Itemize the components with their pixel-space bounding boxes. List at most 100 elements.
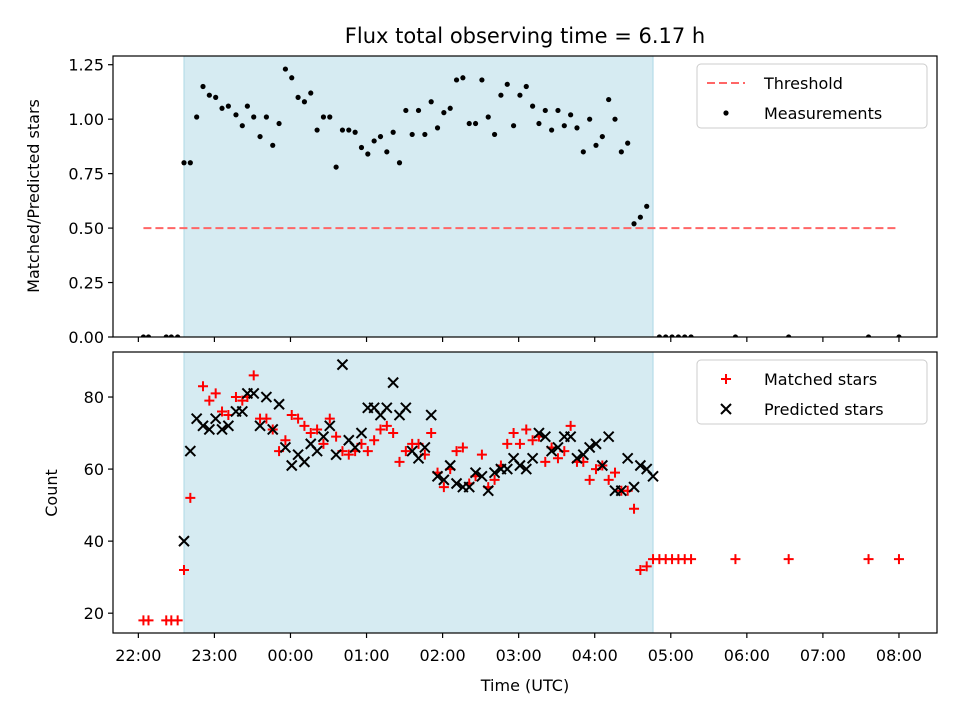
predicted-stars-point [425,409,437,421]
matched-stars-point [217,406,228,417]
measurements-point [786,334,792,337]
matched-stars-point [521,424,532,435]
measurements-point [384,149,390,155]
x-tick-label: 01:00 [343,646,389,665]
matched-stars-point [381,420,392,431]
matched-stars-point [185,492,196,503]
top-legend-box [696,63,928,129]
measurements-point [308,90,314,96]
measurements-point [163,334,169,337]
measurements-point [270,142,276,148]
predicted-stars-point [349,441,361,454]
matched-stars-point [293,413,304,424]
matched-stars-point [261,413,272,424]
predicted-stars-point [400,402,412,414]
measurements-point [896,334,902,337]
top-panel: 0.00 0.25 0.50 0.75 1.00 1.25 Threshold Measure… [68,55,938,347]
bottom-y-tick-label: 20 [84,604,104,623]
measurements-point [168,334,174,337]
predicted-stars-point [444,459,456,472]
matched-stars-point [584,474,595,485]
measurements-point [415,107,422,114]
matched-stars-point [394,456,405,467]
measurements-point [140,334,147,337]
measurements-point [479,77,485,83]
bottom-y-axis-label: Count [42,469,61,517]
measurements-point [233,112,239,118]
measurements-point [213,94,219,100]
predicted-stars-point [450,477,463,490]
measurements-point [403,107,409,114]
measurements-point [656,334,662,337]
predicted-stars-point [254,420,266,432]
matched-stars-point [230,392,241,403]
measurements-point [669,334,675,337]
measurements-point [225,103,231,109]
matched-stars-point [400,446,411,457]
matched-stars-point [305,428,316,439]
measurements-point [542,107,548,114]
predicted-stars-point [469,466,482,479]
predicted-stars-point [596,459,609,472]
bottom-y-tick-label: 80 [84,388,104,407]
bottom-legend-box [696,359,928,425]
matched-stars-point [375,424,386,435]
measurements-point [320,114,327,120]
matched-stars-point [508,428,519,439]
matched-stars-point [514,438,525,449]
measurements-point [612,116,618,122]
top-y-tick-label: 0.25 [68,274,104,293]
predicted-stars-point [236,405,249,418]
predicted-stars-point [197,420,209,432]
top-y-axis-label: Matched/Predicted stars [24,99,43,293]
measurements-point [606,96,612,103]
measurements-point [434,125,441,131]
predicted-stars-point [431,470,444,482]
measurements-point [447,105,453,111]
predicted-stars-point [628,481,640,493]
bottom-observing-span [183,351,654,634]
bottom-legend: Matched stars Predicted stars [696,359,928,425]
legend-label: Predicted stars [764,400,884,419]
x-tick-label: 02:00 [420,646,466,665]
matched-stars-point [172,615,183,626]
predicted-stars-point [590,438,602,450]
measurements-point [181,160,187,166]
x-tick-label: 05:00 [648,646,694,665]
matched-stars-point [198,381,209,392]
predicted-stars-point [203,423,216,436]
predicted-stars-point [583,441,596,454]
matched-stars-point [426,428,437,439]
matched-stars-point [343,449,354,460]
legend-label: Matched stars [764,370,877,389]
matched-stars-point [457,442,468,453]
measurements-point [675,334,681,337]
matched-stars-point [318,438,329,449]
measurements-point [365,151,371,157]
predicted-stars-point [634,459,647,472]
top-plot-area [140,66,902,337]
x-tick-label: 07:00 [800,646,846,665]
predicted-stars-point [615,484,628,497]
bottom-plot-area [138,358,904,626]
top-observing-span [183,55,654,338]
measurements-point [358,144,365,151]
measurements-point [536,120,542,127]
matched-stars-point [369,435,380,446]
matched-stars-point [143,615,154,626]
measurements-point [314,127,320,133]
top-y-tick-label: 1.25 [68,56,104,75]
x-tick-label: 23:00 [191,646,237,665]
matched-stars-point [502,438,513,449]
measurements-point [510,123,517,129]
predicted-stars-point [298,456,311,468]
measurements-point [377,133,384,140]
matched-stars-point [248,370,259,381]
predicted-stars-point [552,441,564,454]
measurements-point [472,120,479,127]
predicted-stars-point [539,430,551,443]
measurements-point [219,105,225,111]
matched-stars-point [438,482,449,493]
predicted-stars-point [520,463,532,475]
